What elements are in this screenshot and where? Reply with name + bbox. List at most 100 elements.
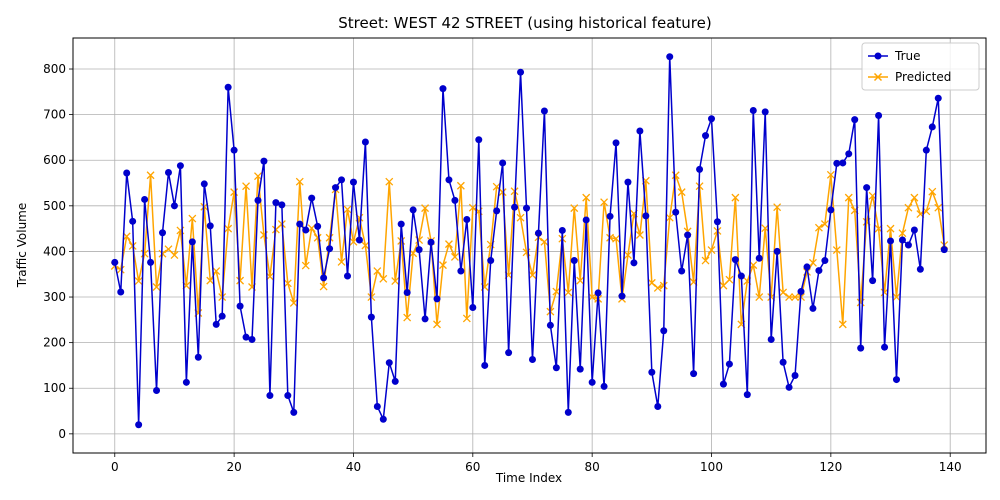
data-point-predicted	[838, 320, 847, 329]
data-point-predicted	[421, 204, 430, 213]
data-point-true	[690, 370, 698, 378]
data-point-true	[940, 246, 948, 254]
data-point-predicted	[206, 276, 215, 285]
x-tick-label: 20	[226, 460, 241, 474]
data-point-true	[367, 313, 375, 321]
data-point-true	[815, 267, 823, 275]
data-point-true	[463, 216, 471, 224]
data-point-predicted	[468, 203, 477, 212]
data-point-true	[546, 321, 554, 329]
data-point-true	[737, 272, 745, 280]
data-point-predicted	[379, 274, 388, 283]
data-point-predicted	[337, 257, 346, 266]
y-tick-label: 200	[43, 336, 66, 350]
data-point-true	[230, 146, 238, 154]
data-point-predicted	[647, 278, 656, 287]
data-point-predicted	[779, 288, 788, 297]
data-point-true	[564, 408, 572, 416]
data-point-true	[505, 349, 513, 357]
data-point-true	[743, 391, 751, 399]
data-point-predicted	[146, 171, 155, 180]
data-point-true	[696, 165, 704, 173]
data-point-predicted	[832, 246, 841, 255]
data-point-true	[457, 267, 465, 275]
data-point-predicted	[934, 203, 943, 212]
data-point-predicted	[564, 288, 573, 297]
data-point-true	[875, 112, 883, 120]
data-point-predicted	[576, 276, 585, 285]
data-point-true	[534, 229, 542, 237]
grid	[73, 38, 986, 453]
data-point-true	[803, 263, 811, 271]
data-point-predicted	[701, 256, 710, 265]
data-point-true	[361, 138, 369, 146]
data-point-predicted	[152, 283, 161, 291]
data-point-true	[588, 378, 596, 386]
legend-true-label: True	[894, 49, 921, 63]
data-point-predicted	[188, 214, 197, 223]
data-point-true	[839, 159, 847, 167]
data-point-true	[182, 378, 190, 386]
data-point-true	[272, 199, 280, 207]
data-point-true	[916, 265, 924, 273]
y-tick-label: 800	[43, 62, 66, 76]
data-point-predicted	[898, 229, 907, 238]
data-point-predicted	[283, 279, 292, 288]
data-point-true	[636, 127, 644, 135]
data-point-predicted	[731, 193, 740, 202]
data-point-true	[576, 365, 584, 373]
data-point-predicted	[886, 224, 895, 233]
data-point-predicted	[444, 240, 453, 249]
x-tick-label: 100	[700, 460, 723, 474]
data-point-true	[594, 289, 602, 297]
data-point-predicted	[540, 237, 549, 246]
data-point-true	[523, 204, 531, 212]
data-point-predicted	[844, 193, 853, 202]
data-point-true	[188, 238, 196, 246]
data-point-true	[475, 136, 483, 144]
data-point-true	[570, 257, 578, 265]
data-point-true	[445, 176, 453, 184]
data-point-true	[487, 257, 495, 265]
y-axis-label: Traffic Volume	[15, 203, 29, 289]
data-point-true	[409, 206, 417, 214]
data-point-true	[833, 159, 841, 167]
data-point-true	[481, 361, 489, 369]
data-point-predicted	[295, 177, 304, 186]
data-point-predicted	[319, 282, 328, 291]
series-line-predicted	[114, 174, 945, 326]
data-point-predicted	[528, 271, 537, 280]
data-point-predicted	[498, 188, 507, 197]
data-point-true	[433, 295, 441, 303]
data-point-true	[540, 107, 548, 115]
data-point-true	[869, 277, 877, 285]
data-point-true	[922, 146, 930, 154]
x-tick-label: 40	[346, 460, 361, 474]
data-point-true	[421, 315, 429, 323]
data-point-true	[326, 245, 334, 253]
data-point-true	[415, 246, 423, 254]
data-point-true	[767, 335, 775, 343]
data-point-true	[355, 236, 363, 244]
data-point-true	[582, 216, 590, 224]
data-point-predicted	[170, 251, 179, 260]
data-point-true	[439, 85, 447, 93]
data-point-true	[427, 238, 435, 246]
data-point-true	[845, 150, 853, 158]
data-point-predicted	[671, 171, 680, 180]
data-point-predicted	[242, 182, 251, 191]
data-point-true	[678, 267, 686, 275]
data-point-true	[206, 222, 214, 230]
data-point-true	[809, 304, 817, 312]
data-point-true	[373, 402, 381, 410]
data-point-true	[624, 178, 632, 186]
data-point-predicted	[224, 224, 233, 233]
y-tick-label: 0	[58, 427, 66, 441]
data-point-predicted	[116, 265, 125, 274]
y-tick-label: 500	[43, 199, 66, 213]
data-point-true	[111, 258, 119, 266]
data-point-true	[892, 376, 900, 384]
data-point-true	[266, 392, 274, 400]
data-point-true	[135, 421, 143, 429]
data-point-true	[666, 53, 674, 61]
